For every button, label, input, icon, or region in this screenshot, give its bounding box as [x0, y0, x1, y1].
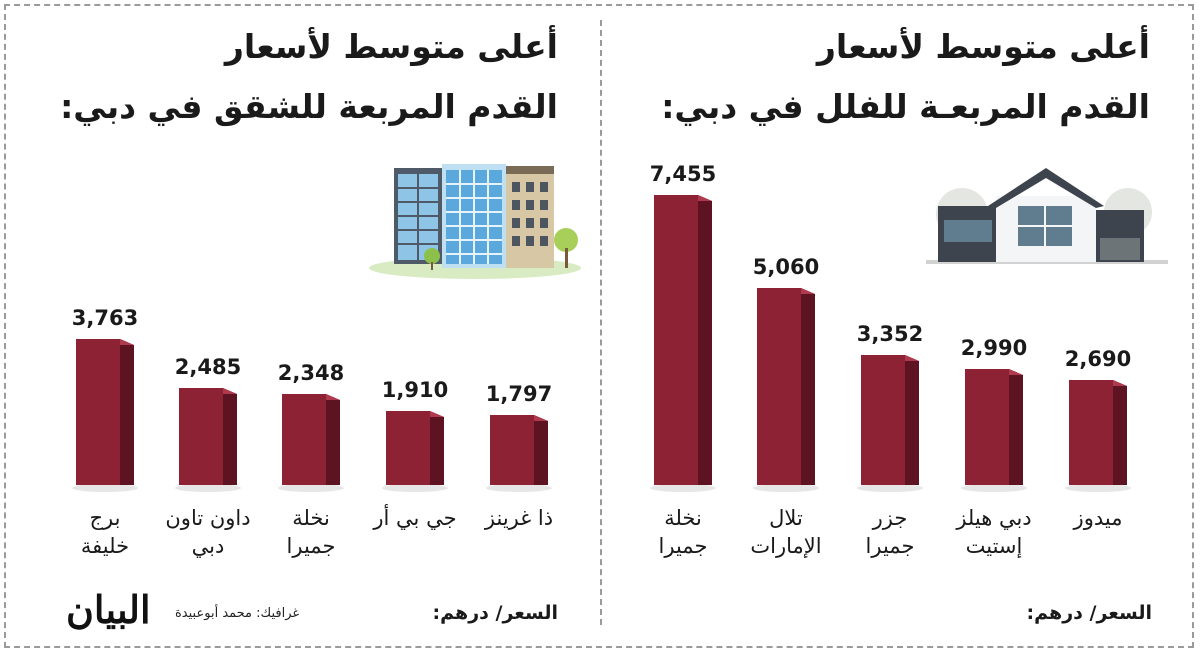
villas-title-line-2: القدم المربعـة للفلل في دبي:	[661, 87, 1150, 126]
apartments-category-label-1-line-2: خليفة	[81, 534, 129, 558]
apartment-buildings-icon	[369, 164, 581, 279]
villas-value-label-4: 2,990	[961, 336, 1027, 360]
apartments-value-label-5: 1,797	[486, 382, 552, 406]
villas-category-label-1-line-1: نخلة	[664, 506, 702, 530]
apartments-bar-5	[486, 415, 552, 492]
apartments-bar-2	[175, 388, 241, 492]
villas-price-unit: السعر/ درهم:	[1026, 602, 1152, 624]
apartments-chart-title: أعلى متوسط لأسعار القدم المربعة للشقق في…	[60, 17, 558, 137]
apartments-category-label-3-line-1: نخلة	[292, 506, 330, 530]
apartments-category-label-3-line-2: جميرا	[287, 534, 336, 558]
apartments-value-label-1: 3,763	[72, 306, 138, 330]
villas-category-label-2-line-1: تلال	[769, 506, 803, 530]
apartments-title-line-1: أعلى متوسط لأسعار	[224, 27, 558, 66]
graphic-credit: غرافيك: محمد أبوعبيدة	[175, 606, 300, 621]
outer-frame	[4, 4, 1194, 648]
villas-title-line-1: أعلى متوسط لأسعار	[816, 27, 1150, 66]
apartments-value-label-3: 2,348	[278, 361, 344, 385]
apartments-category-label-5-line-1: ذا غرينز	[484, 506, 553, 530]
apartments-value-label-2: 2,485	[175, 355, 241, 379]
villas-bar-4	[961, 369, 1027, 492]
villas-bar-2	[753, 288, 819, 492]
villas-category-label-3-line-1: جزر	[872, 506, 908, 530]
villa-house-icon	[926, 168, 1168, 264]
villas-value-label-1: 7,455	[650, 162, 716, 186]
apartments-category-label-1-line-1: برج	[90, 506, 121, 531]
villas-category-label-4-line-1: دبي هيلز	[955, 506, 1031, 530]
villas-bar-1	[650, 195, 716, 492]
albayan-logo: البيان	[66, 587, 151, 632]
apartments-bar-4	[382, 411, 448, 492]
villas-category-label-3-line-2: جميرا	[866, 534, 915, 558]
apartments-category-label-2-line-1: داون تاون	[165, 506, 250, 530]
apartments-panel: أعلى متوسط لأسعار القدم المربعة للشقق في…	[60, 17, 558, 632]
villas-category-label-1-line-2: جميرا	[659, 534, 708, 558]
villas-chart-title: أعلى متوسط لأسعار القدم المربعـة للفلل ف…	[661, 17, 1150, 137]
villas-category-label-4-line-2: إستيت	[966, 534, 1023, 559]
panel-divider	[600, 20, 602, 625]
villas-value-label-2: 5,060	[753, 255, 819, 279]
apartments-bar-1	[72, 339, 138, 492]
villas-value-label-5: 2,690	[1065, 347, 1131, 371]
villas-value-label-3: 3,352	[857, 322, 923, 346]
villas-bar-3	[857, 355, 923, 492]
apartments-category-label-2-line-2: دبي	[192, 534, 225, 558]
apartments-price-unit: السعر/ درهم:	[432, 602, 558, 624]
villas-panel: أعلى متوسط لأسعار القدم المربعـة للفلل ف…	[600, 0, 1200, 654]
villas-category-label-2-line-2: الإمارات	[750, 534, 821, 558]
apartments-title-line-2: القدم المربعة للشقق في دبي:	[60, 87, 558, 126]
apartments-category-label-4-line-1: جي بي أر	[372, 504, 456, 530]
villas-category-label-5-line-1: ميدوز	[1073, 506, 1123, 530]
apartments-value-label-4: 1,910	[382, 378, 448, 402]
villas-bar-5	[1065, 380, 1131, 492]
apartments-bar-3	[278, 394, 344, 492]
